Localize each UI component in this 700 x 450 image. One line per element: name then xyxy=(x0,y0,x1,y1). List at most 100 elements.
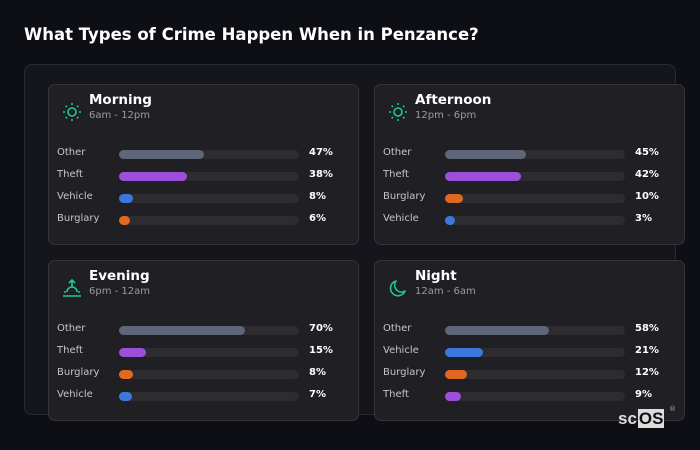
bar-label: Other xyxy=(383,147,412,158)
bar-row: Vehicle 21% xyxy=(383,345,673,359)
bar-fill xyxy=(445,370,467,379)
bar-fill xyxy=(445,194,463,203)
bar-percent: 58% xyxy=(635,323,659,334)
bar-fill xyxy=(119,326,245,335)
bar-track xyxy=(119,194,299,203)
card-night: Night 12am - 6am Other 58% Vehicle 21% B… xyxy=(374,260,685,421)
bar-track xyxy=(119,326,299,335)
sunset-icon xyxy=(63,278,81,297)
sun-icon xyxy=(63,103,81,121)
scos-logo: sc OS xyxy=(617,409,665,429)
bar-fill xyxy=(119,172,188,181)
bar-percent: 70% xyxy=(309,323,333,334)
bar-fill xyxy=(445,150,526,159)
bar-fill xyxy=(119,370,134,379)
card-title: Afternoon xyxy=(415,92,492,108)
bar-label: Burglary xyxy=(383,191,426,202)
bar-fill xyxy=(445,216,455,225)
card-time-range: 6am - 12pm xyxy=(89,110,151,121)
bar-row: Other 45% xyxy=(383,147,673,161)
bar-track xyxy=(445,348,625,357)
bar-track xyxy=(445,172,625,181)
bar-row: Vehicle 8% xyxy=(57,191,347,205)
bar-fill xyxy=(119,348,146,357)
bar-row: Burglary 6% xyxy=(57,213,347,227)
bar-percent: 3% xyxy=(635,213,652,224)
bar-fill xyxy=(445,348,483,357)
bar-label: Vehicle xyxy=(383,345,419,356)
logo-text-b: OS xyxy=(637,409,665,428)
registered-mark: ® xyxy=(669,405,676,413)
bar-percent: 47% xyxy=(309,147,333,158)
bar-track xyxy=(445,150,625,159)
bar-label: Other xyxy=(57,323,86,334)
moon-icon xyxy=(389,280,406,297)
bar-row: Vehicle 7% xyxy=(57,389,347,403)
bar-fill xyxy=(445,326,550,335)
bar-label: Theft xyxy=(383,169,409,180)
bar-track xyxy=(445,194,625,203)
bar-row: Vehicle 3% xyxy=(383,213,673,227)
bar-percent: 9% xyxy=(635,389,652,400)
card-title: Morning xyxy=(89,92,152,108)
bar-fill xyxy=(445,172,521,181)
bar-percent: 21% xyxy=(635,345,659,356)
bar-label: Burglary xyxy=(57,367,100,378)
bar-percent: 38% xyxy=(309,169,333,180)
card-time-range: 6pm - 12am xyxy=(89,286,151,297)
bar-fill xyxy=(119,194,134,203)
bar-track xyxy=(445,216,625,225)
bar-row: Theft 42% xyxy=(383,169,673,183)
bar-track xyxy=(445,392,625,401)
bar-percent: 42% xyxy=(635,169,659,180)
bar-label: Other xyxy=(383,323,412,334)
bar-label: Vehicle xyxy=(383,213,419,224)
bar-percent: 45% xyxy=(635,147,659,158)
bar-track xyxy=(119,172,299,181)
bar-percent: 12% xyxy=(635,367,659,378)
card-time-range: 12pm - 6pm xyxy=(415,110,477,121)
bar-track xyxy=(119,392,299,401)
bar-track xyxy=(445,370,625,379)
bar-label: Burglary xyxy=(383,367,426,378)
bar-track xyxy=(119,370,299,379)
bar-row: Other 58% xyxy=(383,323,673,337)
bar-fill xyxy=(445,392,462,401)
card-morning: Morning 6am - 12pm Other 47% Theft 38% V… xyxy=(48,84,359,245)
bar-percent: 10% xyxy=(635,191,659,202)
bar-label: Burglary xyxy=(57,213,100,224)
card-time-range: 12am - 6am xyxy=(415,286,476,297)
card-afternoon: Afternoon 12pm - 6pm Other 45% Theft 42%… xyxy=(374,84,685,245)
bar-row: Theft 15% xyxy=(57,345,347,359)
bar-row: Other 47% xyxy=(57,147,347,161)
bar-label: Vehicle xyxy=(57,191,93,202)
bar-track xyxy=(445,326,625,335)
bar-label: Vehicle xyxy=(57,389,93,400)
logo-text-a: sc xyxy=(618,409,637,428)
bar-fill xyxy=(119,392,132,401)
bar-fill xyxy=(119,216,130,225)
sun-icon xyxy=(389,103,407,121)
bar-row: Other 70% xyxy=(57,323,347,337)
page-title: What Types of Crime Happen When in Penza… xyxy=(24,25,479,44)
bar-row: Burglary 10% xyxy=(383,191,673,205)
bar-row: Theft 38% xyxy=(57,169,347,183)
card-title: Night xyxy=(415,268,457,284)
bar-percent: 15% xyxy=(309,345,333,356)
bar-percent: 7% xyxy=(309,389,326,400)
card-title: Evening xyxy=(89,268,150,284)
bar-label: Theft xyxy=(57,169,83,180)
bar-percent: 8% xyxy=(309,367,326,378)
bar-percent: 8% xyxy=(309,191,326,202)
bar-label: Other xyxy=(57,147,86,158)
bar-percent: 6% xyxy=(309,213,326,224)
bar-track xyxy=(119,150,299,159)
bar-row: Burglary 12% xyxy=(383,367,673,381)
bar-track xyxy=(119,348,299,357)
bar-track xyxy=(119,216,299,225)
bar-row: Theft 9% xyxy=(383,389,673,403)
bar-label: Theft xyxy=(57,345,83,356)
bar-label: Theft xyxy=(383,389,409,400)
bar-fill xyxy=(119,150,204,159)
card-evening: Evening 6pm - 12am Other 70% Theft 15% B… xyxy=(48,260,359,421)
